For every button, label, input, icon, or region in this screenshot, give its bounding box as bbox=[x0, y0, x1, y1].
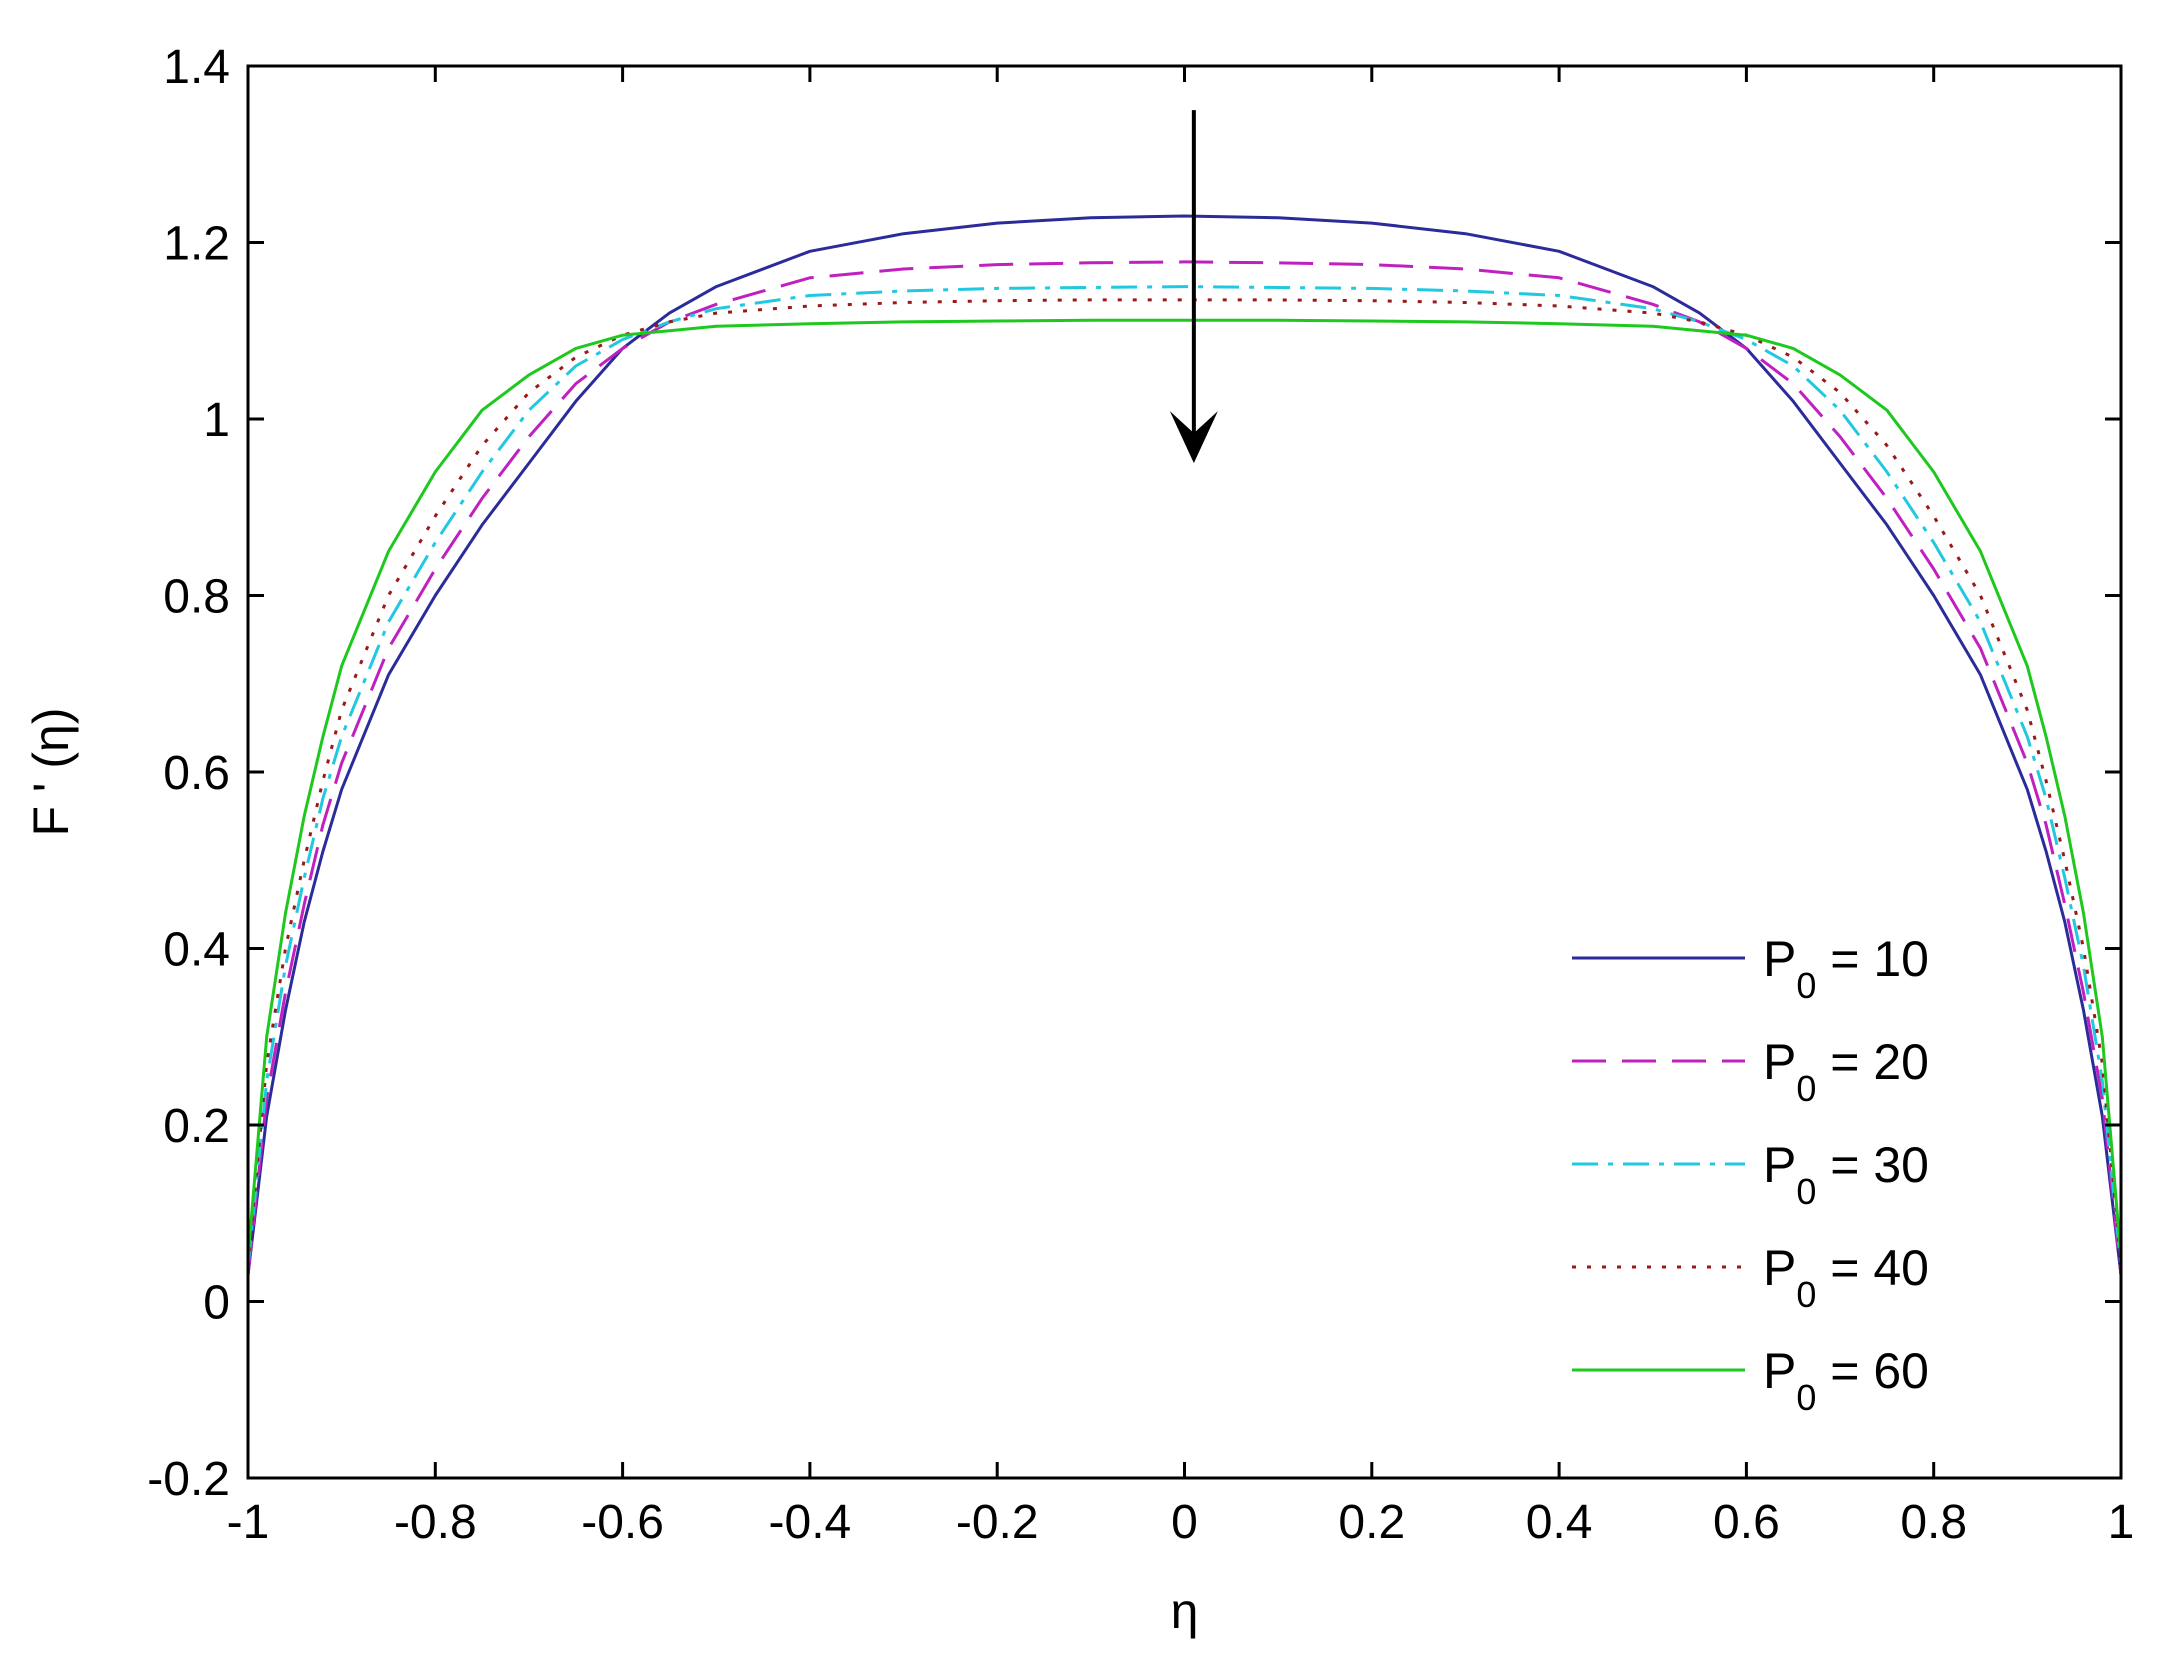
legend-label-main: P bbox=[1763, 931, 1796, 987]
legend-label-main: P bbox=[1763, 1343, 1796, 1399]
x-tick-label: 0.2 bbox=[1338, 1496, 1405, 1549]
legend-label-4: P0 = 40 bbox=[1763, 1240, 1929, 1315]
x-tick-label: 0.8 bbox=[1900, 1496, 1967, 1549]
legend-label-subscript: 0 bbox=[1796, 1377, 1816, 1418]
y-tick-label: -0.2 bbox=[147, 1453, 230, 1506]
x-tick-label: -0.6 bbox=[581, 1496, 664, 1549]
legend-label-main: P bbox=[1763, 1034, 1796, 1090]
y-tick-label: 0.8 bbox=[163, 571, 230, 624]
x-tick-label: 0.6 bbox=[1713, 1496, 1780, 1549]
tick-layer: -1 -0.8 -0.6 -0.4 -0.2 0 0.2 0.4 0.6 0.8 1 -0.2 0 0.2… bbox=[147, 41, 2134, 1549]
legend-label-subscript: 0 bbox=[1796, 1274, 1816, 1315]
x-tick-label: 1 bbox=[2108, 1496, 2135, 1549]
x-axis-label: η bbox=[1171, 1583, 1199, 1639]
x-tick-label: -0.8 bbox=[394, 1496, 477, 1549]
legend-label-5: P0 = 60 bbox=[1763, 1343, 1929, 1418]
legend-label-1: P0 = 10 bbox=[1763, 931, 1929, 1006]
legend-label-value: = 10 bbox=[1816, 931, 1929, 987]
annotation-layer bbox=[1169, 110, 1218, 464]
legend-label-3: P0 = 30 bbox=[1763, 1137, 1929, 1212]
x-tick-label: -0.2 bbox=[956, 1496, 1039, 1549]
plot-frame bbox=[246, 64, 2123, 1480]
y-tick-label: 0.6 bbox=[163, 747, 230, 800]
x-tick-label: -0.4 bbox=[769, 1496, 852, 1549]
legend-label-value: = 20 bbox=[1816, 1034, 1929, 1090]
legend-label-value: = 60 bbox=[1816, 1343, 1929, 1399]
plot-area bbox=[248, 66, 2121, 1478]
legend-label-main: P bbox=[1763, 1137, 1796, 1193]
legend-label-value: = 40 bbox=[1816, 1240, 1929, 1296]
x-tick-label: 0 bbox=[1171, 1496, 1198, 1549]
series-line-2 bbox=[246, 260, 2123, 1276]
x-tick-label: 0.4 bbox=[1526, 1496, 1593, 1549]
y-tick-label: 1.4 bbox=[163, 41, 230, 94]
legend-label-subscript: 0 bbox=[1796, 1068, 1816, 1109]
y-tick-label: 0 bbox=[203, 1277, 230, 1330]
series-line-1 bbox=[246, 214, 2123, 1276]
series-line-3 bbox=[246, 285, 2123, 1267]
legend-label-subscript: 0 bbox=[1796, 965, 1816, 1006]
legend-label-subscript: 0 bbox=[1796, 1171, 1816, 1212]
y-tick-label: 1.2 bbox=[163, 218, 230, 271]
series-layer bbox=[246, 214, 2123, 1276]
arrow-head bbox=[1169, 411, 1218, 464]
legend-label-2: P0 = 20 bbox=[1763, 1034, 1929, 1109]
series-line-5 bbox=[246, 318, 2123, 1258]
y-tick-label: 0.2 bbox=[163, 1100, 230, 1153]
x-tick-label: -1 bbox=[227, 1496, 270, 1549]
legend-label-value: = 30 bbox=[1816, 1137, 1929, 1193]
legend-label-main: P bbox=[1763, 1240, 1796, 1296]
y-tick-label: 0.4 bbox=[163, 924, 230, 977]
y-tick-label: 1 bbox=[203, 394, 230, 447]
y-axis-label: F ' (η) bbox=[23, 708, 79, 837]
